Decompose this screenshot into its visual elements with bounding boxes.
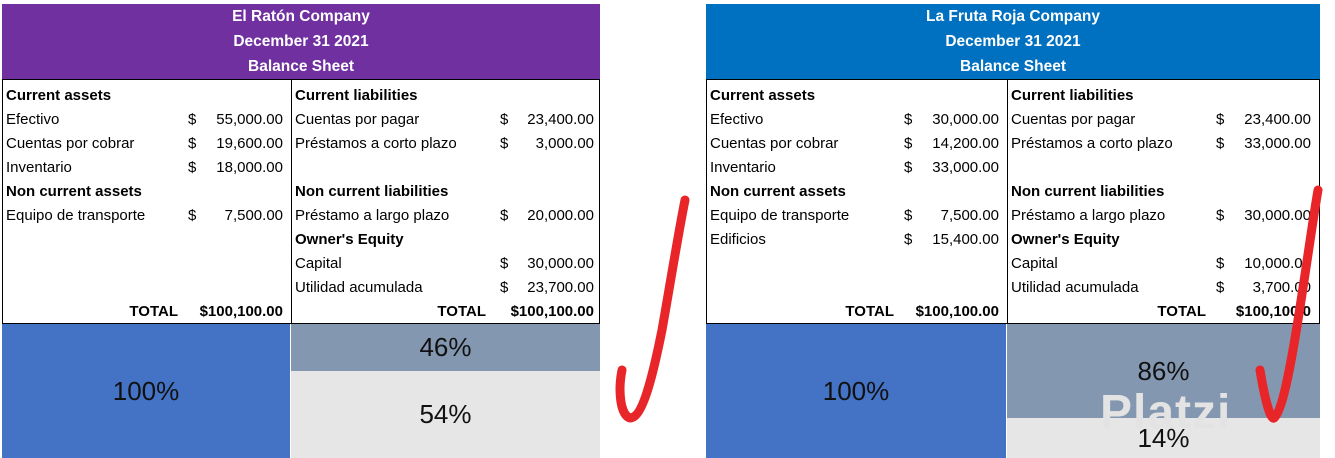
section-title: Current liabilities <box>295 87 418 104</box>
assets-column: Current assets Efectivo $55,000.00 Cuenta… <box>3 80 291 323</box>
checkmark-icon <box>1255 185 1323 423</box>
section-title: Non current liabilities <box>1011 183 1165 200</box>
sheet-date: December 31 2021 <box>945 33 1081 50</box>
table-row: Utilidad acumulada $3,700.00 <box>1011 279 1311 296</box>
assets-percent: 100% <box>822 375 890 406</box>
table-row: Préstamo a largo plazo $20,000.00 <box>295 207 594 224</box>
section-title: Owner's Equity <box>295 231 404 248</box>
table-row: Cuentas por cobrar $14,200.00 <box>710 135 999 152</box>
sheet-date: December 31 2021 <box>233 33 369 50</box>
table-row: Cuentas por pagar $23,400.00 <box>1011 111 1311 128</box>
assets-block: 100% <box>2 324 290 458</box>
section-title: Current assets <box>710 87 816 104</box>
section-title: Non current liabilities <box>295 183 449 200</box>
table-row: Efectivo $55,000.00 <box>6 111 283 128</box>
table-row: Inventario $18,000.00 <box>6 159 283 176</box>
table-row: Inventario $33,000.00 <box>710 159 999 176</box>
total-row: TOTAL $100,100.00 <box>437 303 594 320</box>
sheet-title: Balance Sheet <box>960 58 1066 75</box>
balance-table: Current assets Efectivo $55,000.00 Cuenta… <box>2 79 600 324</box>
assets-block: 100% <box>706 324 1006 458</box>
sheet-title: Balance Sheet <box>248 58 354 75</box>
total-row: TOTAL $100,100.00 <box>129 303 283 320</box>
equity-percent: 14% <box>1137 422 1190 453</box>
table-row: Equipo de transporte $7,500.00 <box>710 207 999 224</box>
sheet-header: La Fruta Roja Company December 31 2021 B… <box>706 4 1320 79</box>
table-row: Utilidad acumulada $23,700.00 <box>295 279 594 296</box>
table-row: Equipo de transporte $7,500.00 <box>6 207 283 224</box>
section-title: Non current assets <box>710 183 846 200</box>
liabilities-percent: 86% <box>1137 355 1190 386</box>
company-name: La Fruta Roja Company <box>926 8 1100 25</box>
liabilities-block: 46% <box>291 324 600 371</box>
assets-percent: 100% <box>112 375 180 406</box>
balance-sheet-left: El Ratón Company December 31 2021 Balanc… <box>2 4 600 458</box>
table-row: Edificios $15,400.00 <box>710 231 999 248</box>
balance-table: Current assets Efectivo $30,000.00 Cuenta… <box>706 79 1320 324</box>
table-row: Préstamos a corto plazo $33,000.00 <box>1011 135 1311 152</box>
equity-percent: 54% <box>419 399 472 429</box>
liabilities-column: Current liabilities Cuentas por pagar $23… <box>1007 80 1319 323</box>
liabilities-column: Current liabilities Cuentas por pagar $23… <box>291 80 599 323</box>
table-row: Cuentas por cobrar $19,600.00 <box>6 135 283 152</box>
table-row: Capital $30,000.00 <box>295 255 594 272</box>
total-row: TOTAL $100,100.00 <box>845 303 999 320</box>
liabilities-percent: 46% <box>419 332 472 362</box>
table-row: Efectivo $30,000.00 <box>710 111 999 128</box>
sheet-header: El Ratón Company December 31 2021 Balanc… <box>2 4 600 79</box>
platzi-watermark: Platzi <box>1100 386 1232 439</box>
assets-column: Current assets Efectivo $30,000.00 Cuenta… <box>707 80 1007 323</box>
section-title: Non current assets <box>6 183 142 200</box>
table-row: Préstamo a largo plazo $30,000.00 <box>1011 207 1311 224</box>
total-row: TOTAL $100,100.0 <box>1157 303 1311 320</box>
balance-sheet-right: La Fruta Roja Company December 31 2021 B… <box>706 4 1320 458</box>
section-title: Owner's Equity <box>1011 231 1120 248</box>
company-name: El Ratón Company <box>232 8 370 25</box>
table-row: Préstamos a corto plazo $3,000.00 <box>295 135 594 152</box>
section-title: Current liabilities <box>1011 87 1134 104</box>
section-title: Current assets <box>6 87 112 104</box>
equity-block: 14% <box>1007 418 1320 458</box>
equity-block: 54% <box>291 371 600 458</box>
table-row: Capital $10,000.00 <box>1011 255 1311 272</box>
checkmark-icon <box>615 195 690 423</box>
table-row: Cuentas por pagar $23,400.00 <box>295 111 594 128</box>
